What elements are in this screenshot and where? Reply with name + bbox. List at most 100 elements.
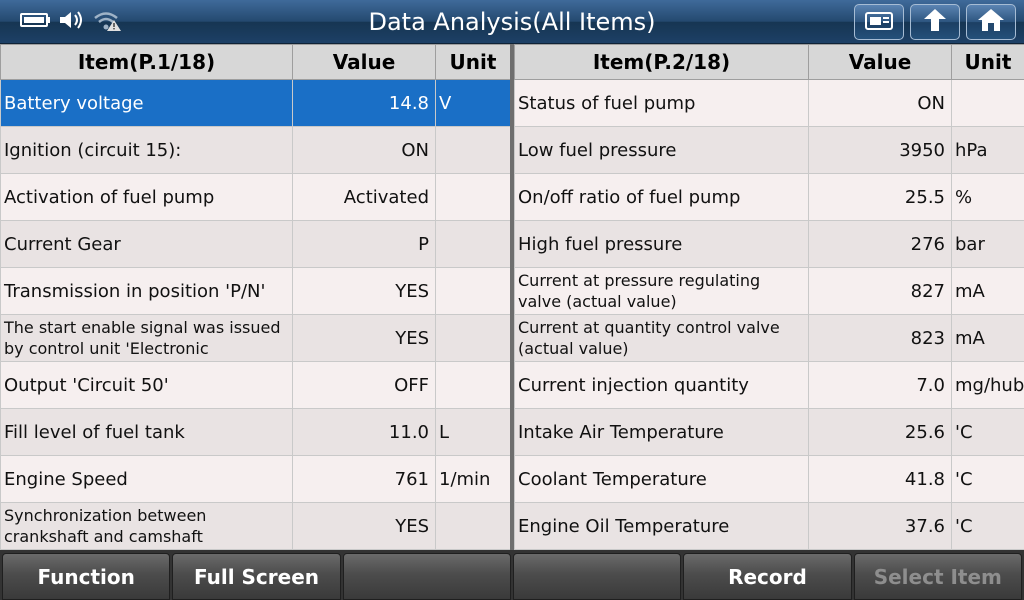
item-value: 761 bbox=[292, 455, 436, 503]
print-screen-icon bbox=[864, 9, 894, 35]
item-value: OFF bbox=[292, 361, 436, 409]
item-value: YES bbox=[292, 314, 436, 362]
item-value: YES bbox=[292, 267, 436, 315]
item-unit: mA bbox=[951, 314, 1024, 362]
item-unit: hPa bbox=[951, 126, 1024, 174]
item-unit: bar bbox=[951, 220, 1024, 268]
table-row[interactable]: Current at quantity control valve (actua… bbox=[514, 314, 1024, 362]
item-unit bbox=[435, 267, 511, 315]
data-table-page-1: Item(P.1/18) Value Unit Battery voltage … bbox=[0, 44, 511, 550]
table-row[interactable]: Fill level of fuel tank 11.0 L bbox=[0, 408, 511, 456]
data-table-page-2: Item(P.2/18) Value Unit Status of fuel p… bbox=[514, 44, 1024, 550]
item-value: ON bbox=[292, 126, 436, 174]
table-row[interactable]: Current injection quantity 7.0 mg/hub bbox=[514, 361, 1024, 409]
back-button[interactable] bbox=[910, 4, 960, 40]
item-name: Activation of fuel pump bbox=[0, 173, 293, 221]
page-title: Data Analysis(All Items) bbox=[368, 8, 656, 36]
item-name: Synchronization between crankshaft and c… bbox=[0, 502, 293, 550]
print-screen-button[interactable] bbox=[854, 4, 904, 40]
empty-button-2[interactable] bbox=[512, 553, 682, 600]
item-name: On/off ratio of fuel pump bbox=[514, 173, 809, 221]
item-name: Status of fuel pump bbox=[514, 79, 809, 127]
item-name: Fill level of fuel tank bbox=[0, 408, 293, 456]
status-icons bbox=[20, 8, 122, 36]
item-name: Current at quantity control valve (actua… bbox=[514, 314, 809, 362]
item-value: 25.5 bbox=[808, 173, 952, 221]
item-name: Transmission in position 'P/N' bbox=[0, 267, 293, 315]
column-header-value: Value bbox=[292, 44, 436, 80]
item-value: 7.0 bbox=[808, 361, 952, 409]
item-name: Ignition (circuit 15): bbox=[0, 126, 293, 174]
wifi-warning-icon bbox=[92, 8, 122, 36]
item-name: Engine Oil Temperature bbox=[514, 502, 809, 550]
item-value: 3950 bbox=[808, 126, 952, 174]
function-button[interactable]: Function bbox=[2, 553, 171, 600]
item-unit bbox=[435, 220, 511, 268]
table-row[interactable]: Coolant Temperature 41.8 'C bbox=[514, 455, 1024, 503]
item-value: 14.8 bbox=[292, 79, 436, 127]
item-name: Current at pressure regulating valve (ac… bbox=[514, 267, 809, 315]
table-row-selected[interactable]: Battery voltage 14.8 V bbox=[0, 79, 511, 127]
item-value: 37.6 bbox=[808, 502, 952, 550]
item-name: High fuel pressure bbox=[514, 220, 809, 268]
empty-button-1[interactable] bbox=[342, 553, 511, 600]
full-screen-button[interactable]: Full Screen bbox=[172, 553, 341, 600]
item-value: 11.0 bbox=[292, 408, 436, 456]
column-header-item: Item(P.1/18) bbox=[0, 44, 293, 80]
table-row[interactable]: Engine Speed 761 1/min bbox=[0, 455, 511, 503]
item-value: YES bbox=[292, 502, 436, 550]
home-button[interactable] bbox=[966, 4, 1016, 40]
item-name: Battery voltage bbox=[0, 79, 293, 127]
item-unit bbox=[435, 502, 511, 550]
item-name: Current Gear bbox=[0, 220, 293, 268]
item-name: Low fuel pressure bbox=[514, 126, 809, 174]
table-row[interactable]: On/off ratio of fuel pump 25.5 % bbox=[514, 173, 1024, 221]
home-icon bbox=[976, 7, 1006, 37]
title-bar: Data Analysis(All Items) bbox=[0, 0, 1024, 44]
table-row[interactable]: Current at pressure regulating valve (ac… bbox=[514, 267, 1024, 315]
column-header-unit: Unit bbox=[951, 44, 1024, 80]
table-row[interactable]: Low fuel pressure 3950 hPa bbox=[514, 126, 1024, 174]
column-header-value: Value bbox=[808, 44, 952, 80]
table-row[interactable]: Synchronization between crankshaft and c… bbox=[0, 502, 511, 550]
item-unit bbox=[435, 361, 511, 409]
item-name: Intake Air Temperature bbox=[514, 408, 809, 456]
item-unit: 'C bbox=[951, 502, 1024, 550]
item-value: Activated bbox=[292, 173, 436, 221]
table-row[interactable]: Output 'Circuit 50' OFF bbox=[0, 361, 511, 409]
table-row[interactable]: Intake Air Temperature 25.6 'C bbox=[514, 408, 1024, 456]
item-unit bbox=[435, 126, 511, 174]
table-row[interactable]: Transmission in position 'P/N' YES bbox=[0, 267, 511, 315]
item-unit: mg/hub bbox=[951, 361, 1024, 409]
item-unit bbox=[435, 173, 511, 221]
item-value: 823 bbox=[808, 314, 952, 362]
right-data-panel: Item(P.2/18) Value Unit Status of fuel p… bbox=[514, 44, 1024, 550]
table-row[interactable]: Current Gear P bbox=[0, 220, 511, 268]
item-unit bbox=[951, 79, 1024, 127]
speaker-icon bbox=[58, 9, 86, 35]
item-unit: 'C bbox=[951, 455, 1024, 503]
table-row[interactable]: Status of fuel pump ON bbox=[514, 79, 1024, 127]
item-name: Engine Speed bbox=[0, 455, 293, 503]
item-unit: 'C bbox=[951, 408, 1024, 456]
item-unit: L bbox=[435, 408, 511, 456]
table-row[interactable]: The start enable signal was issued by co… bbox=[0, 314, 511, 362]
table-row[interactable]: High fuel pressure 276 bar bbox=[514, 220, 1024, 268]
item-value: ON bbox=[808, 79, 952, 127]
column-header-unit: Unit bbox=[435, 44, 511, 80]
record-button[interactable]: Record bbox=[683, 553, 852, 600]
item-name: The start enable signal was issued by co… bbox=[0, 314, 293, 362]
item-unit: mA bbox=[951, 267, 1024, 315]
item-value: 827 bbox=[808, 267, 952, 315]
item-name: Current injection quantity bbox=[514, 361, 809, 409]
item-name: Output 'Circuit 50' bbox=[0, 361, 293, 409]
bottom-toolbar: Function Full Screen Record Select Item bbox=[0, 550, 1024, 600]
select-item-button[interactable]: Select Item bbox=[853, 553, 1022, 600]
battery-icon bbox=[20, 11, 52, 33]
table-row[interactable]: Activation of fuel pump Activated bbox=[0, 173, 511, 221]
item-unit bbox=[435, 314, 511, 362]
item-value: 25.6 bbox=[808, 408, 952, 456]
table-row[interactable]: Ignition (circuit 15): ON bbox=[0, 126, 511, 174]
table-row[interactable]: Engine Oil Temperature 37.6 'C bbox=[514, 502, 1024, 550]
item-value: 276 bbox=[808, 220, 952, 268]
